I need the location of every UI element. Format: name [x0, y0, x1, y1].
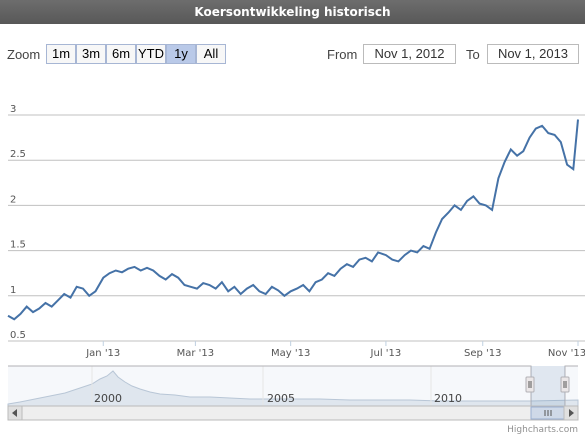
to-date-input[interactable]: Nov 1, 2013 — [487, 44, 579, 64]
y-tick-label: 2.5 — [10, 149, 26, 160]
y-tick-label: 3 — [10, 104, 16, 115]
zoom-button-6m[interactable]: 6m — [106, 44, 136, 64]
scrollbar-track[interactable] — [7, 405, 579, 421]
zoom-button-all[interactable]: All — [196, 44, 226, 64]
x-tick-label: Sep '13 — [464, 348, 502, 359]
zoom-label: Zoom — [7, 47, 41, 62]
to-label: To — [466, 47, 480, 62]
zoom-button-3m[interactable]: 3m — [76, 44, 106, 64]
navigator-left-handle[interactable] — [525, 376, 535, 393]
scrollbar-thumb[interactable] — [530, 406, 566, 420]
y-tick-label: 2 — [10, 194, 16, 205]
from-label: From — [327, 47, 358, 62]
y-tick-label: 1.5 — [10, 240, 26, 251]
x-axis-labels: Jan '13 Mar '13 May '13 Jul '13 Sep '13 Nov '… — [85, 341, 585, 359]
zoom-button-1y[interactable]: 1y — [166, 44, 196, 64]
range-selector: Zoom 1m 3m 6m YTD 1y All From Nov 1, 201… — [0, 44, 585, 66]
x-tick-label: Nov '13 — [548, 348, 585, 359]
navigator-label-2010: 2010 — [434, 392, 462, 405]
chart-title: Koersontwikkeling historisch — [0, 0, 585, 24]
y-tick-label: 1 — [10, 285, 16, 296]
y-axis-labels: 0.5 1 1.5 2 2.5 3 — [10, 104, 26, 341]
x-tick-label: Jul '13 — [370, 348, 402, 359]
grid-lines — [8, 114, 585, 342]
scrollbar-right-arrow[interactable] — [563, 405, 579, 421]
from-date-input[interactable]: Nov 1, 2012 — [363, 44, 456, 64]
x-tick-label: Mar '13 — [177, 348, 215, 359]
zoom-button-ytd[interactable]: YTD — [136, 44, 166, 64]
navigator-right-handle[interactable] — [560, 376, 570, 393]
y-tick-label: 0.5 — [10, 330, 26, 341]
navigator-label-2005: 2005 — [267, 392, 295, 405]
navigator-label-2000: 2000 — [94, 392, 122, 405]
x-tick-label: Jan '13 — [85, 348, 120, 359]
navigator-selected-range[interactable] — [531, 366, 565, 406]
price-series-line — [7, 119, 579, 321]
credits-link[interactable]: Highcharts.com — [507, 425, 578, 435]
x-tick-label: May '13 — [271, 348, 310, 359]
zoom-button-1m[interactable]: 1m — [46, 44, 76, 64]
navigator-series-area — [7, 370, 579, 407]
scrollbar-left-arrow[interactable] — [7, 405, 23, 421]
